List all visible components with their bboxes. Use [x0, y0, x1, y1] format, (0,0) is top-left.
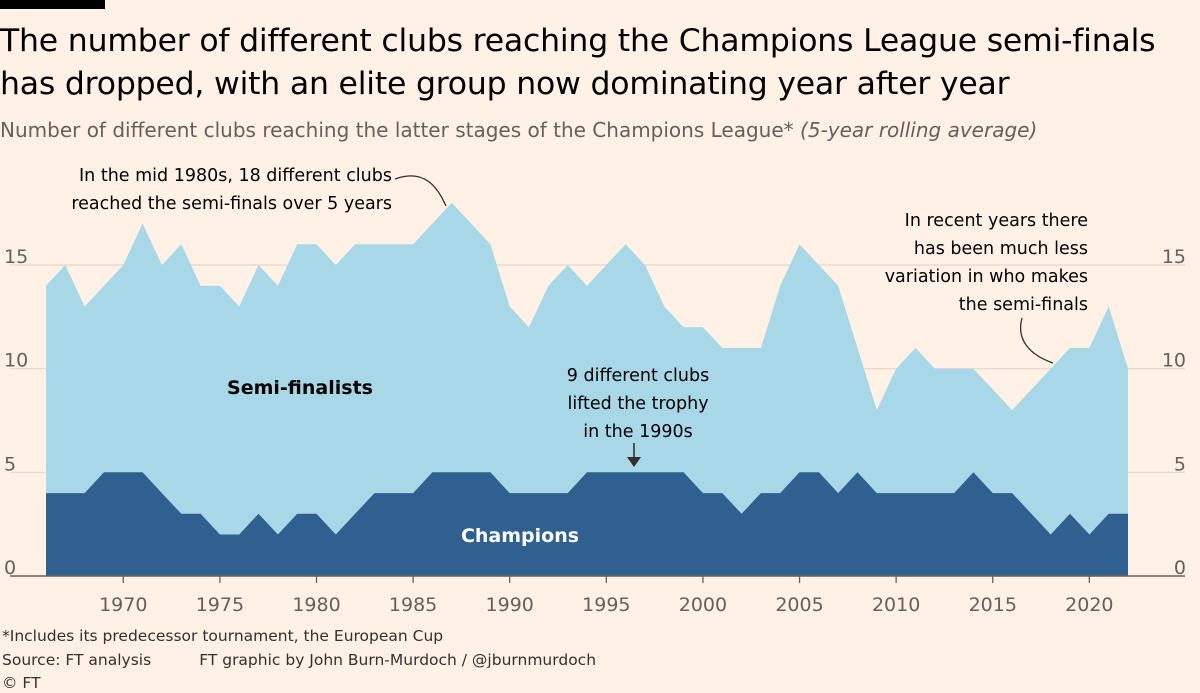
y-tick-left-5: 5: [4, 453, 16, 475]
footnote: *Includes its predecessor tournament, th…: [2, 627, 444, 645]
y-axis-right: 0 5 10 15: [1162, 246, 1186, 579]
chart-title: The number of different clubs reaching t…: [0, 23, 1156, 102]
annotation-nineties-arrow-head: [627, 457, 641, 467]
annotation-nineties-line1: 9 different clubs: [567, 366, 709, 386]
y-tick-left-0: 0: [4, 557, 16, 579]
credit: FT graphic by John Burn-Murdoch / @jburn…: [199, 651, 597, 669]
x-axis: 1970 1975 1980 1985 1990 1995 2000 2005 2010 2015…: [99, 576, 1114, 616]
y-tick-right-5: 5: [1174, 453, 1186, 475]
series-label-champions: Champions: [461, 525, 579, 547]
annotation-recent-line4: the semi-finals: [959, 295, 1088, 315]
x-tick-1985: 1985: [389, 594, 437, 616]
x-tick-2015: 2015: [969, 594, 1017, 616]
source-credit-line: Source: FT analysis FT graphic by John Bu…: [2, 651, 596, 669]
x-tick-1990: 1990: [486, 594, 534, 616]
y-tick-left-15: 15: [4, 246, 28, 268]
y-tick-right-15: 15: [1162, 246, 1186, 268]
annotation-peak-line1: In the mid 1980s, 18 different clubs: [79, 166, 392, 186]
annotation-recent-line1: In recent years there: [905, 211, 1088, 231]
annotation-recent-connector: [1020, 317, 1054, 364]
y-axis-left: 0 5 10 15: [4, 246, 28, 579]
x-tick-1995: 1995: [582, 594, 630, 616]
x-tick-2010: 2010: [872, 594, 920, 616]
chart-area: 0 5 10 15 0 5 10 15 1970 1975 1980 1985 1990 1995 20…: [4, 166, 1186, 616]
x-tick-1970: 1970: [99, 594, 147, 616]
x-tick-1975: 1975: [196, 594, 244, 616]
series-label-semi-finalists: Semi-finalists: [227, 377, 373, 399]
subtitle-italic: (5-year rolling average): [800, 118, 1038, 142]
chart-subtitle: Number of different clubs reaching the l…: [0, 118, 1200, 142]
x-tick-1980: 1980: [292, 594, 340, 616]
source: Source: FT analysis: [2, 651, 152, 669]
x-tick-2020: 2020: [1065, 594, 1113, 616]
y-tick-right-0: 0: [1174, 557, 1186, 579]
copyright: © FT: [2, 674, 41, 692]
y-tick-right-10: 10: [1162, 350, 1186, 372]
subtitle-main: Number of different clubs reaching the l…: [0, 118, 794, 142]
brand-bar: [0, 0, 105, 9]
annotation-recent-line2: has been much less: [914, 239, 1088, 259]
annotation-peak-line2: reached the semi-finals over 5 years: [71, 194, 392, 214]
x-tick-2005: 2005: [775, 594, 823, 616]
annotation-nineties-line2: lifted the trophy: [567, 394, 708, 414]
annotation-recent-line3: variation in who makes: [885, 267, 1088, 287]
y-tick-left-10: 10: [4, 350, 28, 372]
x-tick-2000: 2000: [679, 594, 727, 616]
annotation-nineties-line3: in the 1990s: [583, 422, 692, 442]
champions-area: [46, 472, 1128, 576]
annotation-peak-connector: [394, 175, 447, 207]
